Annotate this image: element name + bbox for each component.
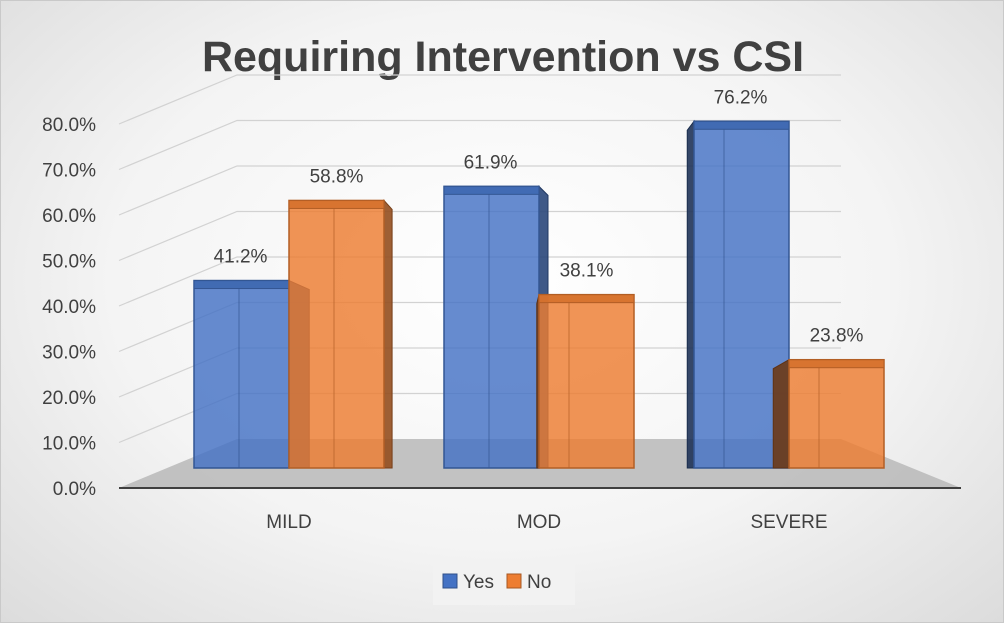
bar-side-face xyxy=(383,199,393,469)
data-label: 61.9% xyxy=(464,152,518,173)
legend: Yes No xyxy=(433,561,575,605)
gridline xyxy=(118,74,841,125)
gridline xyxy=(118,119,841,171)
bar-yes-severe xyxy=(686,119,790,469)
bar-top-face xyxy=(193,280,290,290)
data-labels: 41.2% 58.8% 61.9% 38.1% 76.2% 23.8% xyxy=(214,87,864,346)
bar-side-face xyxy=(772,358,790,469)
data-label: 23.8% xyxy=(810,326,864,347)
gridline xyxy=(118,165,841,216)
y-tick-label: 30.0% xyxy=(42,343,96,364)
x-axis-categories: MILD MOD SEVERE xyxy=(266,512,827,533)
bar-top-face xyxy=(788,359,885,369)
bars xyxy=(193,119,885,469)
y-tick-label: 70.0% xyxy=(42,161,96,182)
legend-swatch-yes xyxy=(442,573,458,589)
y-tick-label: 0.0% xyxy=(53,479,96,500)
bar-top-face xyxy=(538,294,635,304)
data-label: 76.2% xyxy=(714,87,768,108)
y-axis-ticks: 0.0% 10.0% 20.0% 30.0% 40.0% 50.0% 60.0% 70.0% 8… xyxy=(42,115,96,500)
x-category-label: MOD xyxy=(517,512,561,533)
gridline xyxy=(118,256,841,307)
data-label: 38.1% xyxy=(560,261,614,282)
data-label: 41.2% xyxy=(214,247,268,268)
bar-front-face xyxy=(788,358,885,469)
y-tick-label: 80.0% xyxy=(42,115,96,136)
bar-front-face xyxy=(288,199,385,469)
bar-front-face xyxy=(538,293,635,469)
bar-front-face xyxy=(193,279,290,469)
bar-yes-mod xyxy=(443,185,549,469)
y-tick-label: 50.0% xyxy=(42,252,96,273)
x-category-label: MILD xyxy=(266,512,311,533)
bar-front-face xyxy=(443,185,540,469)
bar-top-face xyxy=(443,185,540,195)
y-tick-label: 40.0% xyxy=(42,297,96,318)
data-label: 58.8% xyxy=(310,166,364,187)
y-tick-label: 20.0% xyxy=(42,388,96,409)
gridline xyxy=(118,210,841,262)
y-tick-label: 10.0% xyxy=(42,434,96,455)
x-category-label: SEVERE xyxy=(750,512,827,533)
bar-no-mod xyxy=(536,293,635,469)
legend-label-yes: Yes xyxy=(463,572,494,593)
legend-swatch-no xyxy=(506,573,522,589)
chart-title: Requiring Intervention vs CSI xyxy=(202,33,804,81)
legend-label-no: No xyxy=(527,572,551,593)
bar-top-face xyxy=(288,199,385,209)
bar-side-face xyxy=(686,119,695,469)
bar-top-face xyxy=(693,120,790,130)
y-tick-label: 60.0% xyxy=(42,206,96,227)
bar-no-severe xyxy=(772,358,885,469)
bar-no-mild xyxy=(288,199,393,469)
